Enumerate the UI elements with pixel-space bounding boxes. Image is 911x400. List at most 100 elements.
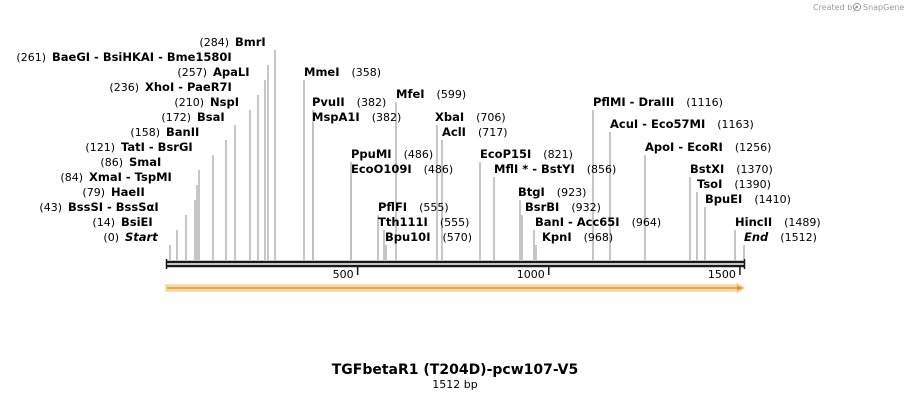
site-position: (486) [404, 148, 434, 161]
orf-feature-arrow [165, 282, 745, 294]
site-position: (236) [109, 81, 139, 94]
site-position: (79) [82, 186, 105, 199]
site-xmai-4: XmaI - TspMI (84) [60, 170, 171, 184]
site-bani-29: BanI - Acc65I (964) [535, 215, 661, 229]
site-position: (158) [130, 126, 160, 139]
site-position: (14) [92, 216, 115, 229]
site-tth111i-20: Tth111I (555) [378, 215, 469, 229]
site-position: (1370) [736, 163, 773, 176]
site-position: (1512) [780, 231, 817, 244]
site-ecop15i-25: EcoP15I (821) [480, 147, 573, 161]
site-labels: Start (0)BsiEI (14) BssSI - BssSαI (43) HaeII… [16, 35, 820, 244]
site-name: PpuMI [351, 147, 392, 161]
site-banii-7: BanII (158) [130, 125, 199, 139]
site-acui-32: AcuI - Eco57MI (1163) [610, 117, 754, 131]
tick-label-1500: 1500 [708, 268, 736, 281]
site-position: (1256) [735, 141, 772, 154]
site-name: PvuII [312, 95, 345, 109]
site-name: TatI - BsrGI [121, 140, 193, 154]
site-position: (968) [584, 231, 614, 244]
site-end-38: End (1512) [744, 230, 817, 244]
construct-length: 1512 bp [432, 378, 477, 391]
site-position: (923) [557, 186, 587, 199]
site-name: ApoI - EcoRI [645, 140, 723, 154]
site-position: (856) [587, 163, 617, 176]
site-leader-lines [169, 50, 745, 260]
site-name: NspI [210, 95, 239, 109]
site-position: (932) [571, 201, 601, 214]
site-position: (717) [478, 126, 508, 139]
site-name: MflI * - BstYI [494, 162, 575, 176]
snapgene-logo-icon [852, 2, 862, 12]
site-name: XbaI [435, 110, 464, 124]
site-apali-11: ApaLI (257) [177, 65, 249, 79]
site-name: EcoO109I [351, 162, 412, 176]
site-name: MspA1I [312, 110, 360, 124]
site-pvuii-15: PvuII (382) [312, 95, 386, 109]
site-bsrbi-28: BsrBI (932) [525, 200, 601, 214]
site-name: BsaI [197, 110, 225, 124]
site-name: BsrBI [525, 200, 559, 214]
site-mfei-22: MfeI (599) [396, 87, 466, 101]
site-name: BanI - Acc65I [535, 215, 620, 229]
credit-prefix: Created by [813, 3, 857, 12]
site-acli-24: AclI (717) [442, 125, 508, 139]
site-name: BmrI [235, 35, 266, 49]
site-start-0: Start (0) [103, 230, 158, 244]
site-position: (1116) [686, 96, 723, 109]
site-position: (284) [199, 36, 229, 49]
site-pflfi-19: PflFI (555) [378, 200, 449, 214]
site-bsai-8: BsaI (172) [161, 110, 224, 124]
site-kpni-30: KpnI (968) [542, 230, 613, 244]
site-position: (0) [103, 231, 119, 244]
site-mspa1i-16: MspA1I (382) [312, 110, 401, 124]
snapgene-credit: Created by SnapGene [813, 2, 904, 12]
site-bmri-13: BmrI (284) [199, 35, 265, 49]
site-xhoi-10: XhoI - PaeR7I (236) [109, 80, 231, 94]
site-name: BsiEI [121, 215, 153, 229]
tick-label-1000: 1000 [517, 268, 545, 281]
site-position: (261) [16, 51, 46, 64]
site-mmei-14: MmeI (358) [304, 65, 381, 79]
site-name: KpnI [542, 230, 572, 244]
site-position: (821) [543, 148, 573, 161]
construct-title: TGFbetaR1 (T204D)-pcw107-V5 [332, 362, 579, 378]
site-name: PflFI [378, 200, 407, 214]
site-position: (555) [419, 201, 449, 214]
site-position: (706) [476, 111, 506, 124]
site-smai-5: SmaI (86) [100, 155, 161, 169]
site-xbai-23: XbaI (706) [435, 110, 506, 124]
site-position: (570) [442, 231, 472, 244]
site-name: PflMI - DraIII [593, 95, 674, 109]
orf-arrow-head [737, 285, 743, 291]
site-position: (1163) [717, 118, 754, 131]
site-position: (1390) [734, 178, 771, 191]
site-position: (121) [85, 141, 115, 154]
site-name: BtgI [518, 185, 545, 199]
site-mfli-26: MflI * - BstYI (856) [494, 162, 616, 176]
site-position: (172) [161, 111, 191, 124]
site-ecoo109i-18: EcoO109I (486) [351, 162, 453, 176]
site-position: (358) [352, 66, 382, 79]
site-bsssi-2: BssSI - BssSαI (43) [39, 200, 158, 214]
tick-label-500: 500 [333, 268, 354, 281]
site-name: AclI [442, 125, 466, 139]
site-name: SmaI [129, 155, 161, 169]
site-name: BaeGI - BsiHKAI - Bme1580I [52, 50, 232, 64]
site-position: (1489) [784, 216, 821, 229]
site-name: XhoI - PaeR7I [145, 80, 232, 94]
site-ppumi-17: PpuMI (486) [351, 147, 433, 161]
site-position: (382) [357, 96, 387, 109]
credit-brand: SnapGene [863, 3, 904, 12]
site-name: BssSI - BssSαI [68, 200, 159, 214]
site-position: (964) [632, 216, 662, 229]
site-bstxi-34: BstXI (1370) [690, 162, 773, 176]
site-bpu10i-21: Bpu10I (570) [385, 230, 472, 244]
site-name: BpuEI [705, 192, 742, 206]
site-name: Start [125, 230, 158, 244]
site-baegi-12: BaeGI - BsiHKAI - Bme1580I (261) [16, 50, 231, 64]
site-btgi-27: BtgI (923) [518, 185, 586, 199]
site-name: HincII [735, 215, 772, 229]
site-name: XmaI - TspMI [89, 170, 172, 184]
site-name: Tth111I [378, 215, 428, 229]
